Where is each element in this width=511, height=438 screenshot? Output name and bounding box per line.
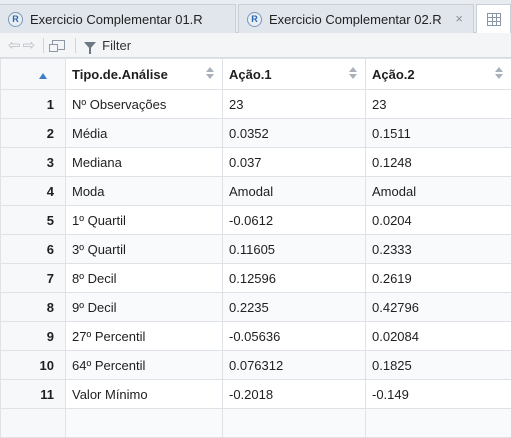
- table-cell[interactable]: [223, 409, 366, 438]
- table-cell[interactable]: 64º Percentil: [66, 351, 223, 380]
- table-cell[interactable]: 9º Decil: [66, 293, 223, 322]
- table-cell[interactable]: 3º Quartil: [66, 235, 223, 264]
- table-cell[interactable]: Amodal: [366, 177, 511, 206]
- sort-icon: [495, 67, 503, 80]
- row-number: 4: [1, 177, 66, 206]
- table-cell[interactable]: 0.076312: [223, 351, 366, 380]
- table-cell[interactable]: 8º Decil: [66, 264, 223, 293]
- table-cell[interactable]: 0.2333: [366, 235, 511, 264]
- filter-button[interactable]: Filter: [84, 38, 131, 53]
- row-number: 8: [1, 293, 66, 322]
- r-file-icon: R: [247, 12, 262, 27]
- table-cell[interactable]: -0.149: [366, 380, 511, 409]
- row-number: 5: [1, 206, 66, 235]
- editor-tab-strip: R Exercicio Complementar 01.R R Exercici…: [0, 0, 511, 33]
- table-cell[interactable]: Moda: [66, 177, 223, 206]
- table-cell[interactable]: -0.0612: [223, 206, 366, 235]
- data-viewer-toolbar: ⇦ ⇨ Filter: [0, 33, 511, 58]
- row-number: 2: [1, 119, 66, 148]
- table-cell[interactable]: 0.42796: [366, 293, 511, 322]
- row-number: [1, 409, 66, 438]
- table-cell[interactable]: 0.2235: [223, 293, 366, 322]
- table-cell[interactable]: 0.12596: [223, 264, 366, 293]
- table-row[interactable]: [1, 409, 511, 438]
- table-cell[interactable]: 23: [223, 90, 366, 119]
- back-arrow-icon[interactable]: ⇦: [8, 38, 21, 53]
- tab-label: Exercicio Complementar 02.R: [269, 12, 442, 27]
- table-cell[interactable]: 0.1511: [366, 119, 511, 148]
- row-number: 11: [1, 380, 66, 409]
- sort-ascending-icon: [39, 73, 47, 79]
- table-cell[interactable]: 0.037: [223, 148, 366, 177]
- table-cell[interactable]: Valor Mínimo: [66, 380, 223, 409]
- table-grid-icon: [487, 13, 501, 26]
- popout-window-icon[interactable]: [52, 40, 65, 50]
- row-number: 7: [1, 264, 66, 293]
- tab-data-viewer[interactable]: [476, 4, 511, 34]
- table-cell[interactable]: 27º Percentil: [66, 322, 223, 351]
- table-cell[interactable]: Mediana: [66, 148, 223, 177]
- table-cell[interactable]: 0.2619: [366, 264, 511, 293]
- table-cell[interactable]: -0.2018: [223, 380, 366, 409]
- table-cell[interactable]: [366, 409, 511, 438]
- sort-icon: [206, 67, 214, 80]
- sort-icon: [349, 67, 357, 80]
- tab-exercicio-complementar-02[interactable]: R Exercicio Complementar 02.R ×: [238, 4, 474, 33]
- column-header-acao1[interactable]: Ação.1: [223, 59, 366, 90]
- table-cell[interactable]: 0.1825: [366, 351, 511, 380]
- toolbar-divider: [43, 38, 44, 53]
- tab-label: Exercicio Complementar 01.R: [30, 12, 203, 27]
- row-number: 3: [1, 148, 66, 177]
- filter-icon: [84, 42, 96, 49]
- table-cell[interactable]: 23: [366, 90, 511, 119]
- row-number: 9: [1, 322, 66, 351]
- table-cell[interactable]: Amodal: [223, 177, 366, 206]
- r-file-icon: R: [8, 12, 23, 27]
- table-header-row: Tipo.de.Análise Ação.1 Ação.2: [1, 59, 511, 90]
- filter-label: Filter: [102, 38, 131, 53]
- tab-exercicio-complementar-01[interactable]: R Exercicio Complementar 01.R: [0, 4, 236, 33]
- toolbar-divider: [75, 38, 76, 53]
- close-icon[interactable]: ×: [455, 11, 463, 26]
- table-cell[interactable]: 0.02084: [366, 322, 511, 351]
- table-cell[interactable]: 0.0204: [366, 206, 511, 235]
- column-header-tipo[interactable]: Tipo.de.Análise: [66, 59, 223, 90]
- table-cell[interactable]: Nº Observações: [66, 90, 223, 119]
- table-cell[interactable]: Média: [66, 119, 223, 148]
- table-cell[interactable]: 1º Quartil: [66, 206, 223, 235]
- row-number: 10: [1, 351, 66, 380]
- row-index-header[interactable]: [1, 59, 66, 90]
- table-cell[interactable]: 0.11605: [223, 235, 366, 264]
- row-number: 1: [1, 90, 66, 119]
- row-number: 6: [1, 235, 66, 264]
- table-cell[interactable]: [66, 409, 223, 438]
- column-header-acao2[interactable]: Ação.2: [366, 59, 511, 90]
- table-cell[interactable]: 0.0352: [223, 119, 366, 148]
- table-cell[interactable]: -0.05636: [223, 322, 366, 351]
- forward-arrow-icon[interactable]: ⇨: [23, 38, 36, 53]
- table-cell[interactable]: 0.1248: [366, 148, 511, 177]
